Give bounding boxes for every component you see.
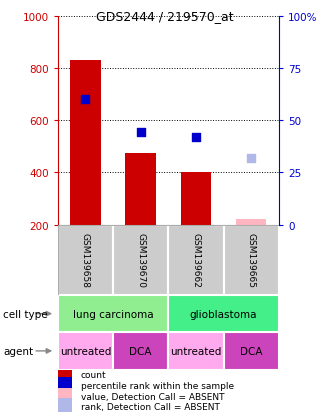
Bar bbox=[58, 332, 113, 370]
Text: DCA: DCA bbox=[240, 346, 262, 356]
Point bbox=[83, 97, 88, 103]
Text: glioblastoma: glioblastoma bbox=[190, 309, 257, 319]
Bar bbox=[58, 377, 72, 394]
Point bbox=[193, 135, 199, 141]
Text: GSM139665: GSM139665 bbox=[247, 233, 256, 287]
Text: GDS2444 / 219570_at: GDS2444 / 219570_at bbox=[96, 10, 234, 23]
Bar bbox=[58, 399, 72, 413]
Text: GSM139658: GSM139658 bbox=[81, 233, 90, 287]
Bar bbox=[113, 332, 168, 370]
Text: cell type: cell type bbox=[3, 309, 48, 319]
Text: untreated: untreated bbox=[170, 346, 222, 356]
Bar bbox=[236, 220, 266, 225]
Bar bbox=[58, 388, 72, 405]
Text: count: count bbox=[81, 370, 107, 380]
Bar bbox=[125, 153, 156, 225]
Point bbox=[138, 129, 143, 136]
Bar bbox=[168, 332, 224, 370]
Bar bbox=[181, 173, 211, 225]
Text: lung carcinoma: lung carcinoma bbox=[73, 309, 153, 319]
Text: percentile rank within the sample: percentile rank within the sample bbox=[81, 381, 234, 390]
Bar bbox=[224, 332, 279, 370]
Bar bbox=[168, 295, 279, 332]
Bar bbox=[58, 225, 113, 295]
Text: rank, Detection Call = ABSENT: rank, Detection Call = ABSENT bbox=[81, 402, 220, 411]
Text: GSM139670: GSM139670 bbox=[136, 233, 145, 287]
Text: untreated: untreated bbox=[60, 346, 111, 356]
Bar bbox=[168, 225, 224, 295]
Text: value, Detection Call = ABSENT: value, Detection Call = ABSENT bbox=[81, 392, 224, 401]
Text: DCA: DCA bbox=[129, 346, 152, 356]
Text: GSM139662: GSM139662 bbox=[191, 233, 200, 287]
Text: agent: agent bbox=[3, 346, 33, 356]
Bar bbox=[224, 225, 279, 295]
Bar bbox=[70, 61, 101, 225]
Bar bbox=[58, 295, 168, 332]
Bar bbox=[58, 366, 72, 383]
Point bbox=[248, 155, 254, 162]
Bar bbox=[113, 225, 168, 295]
